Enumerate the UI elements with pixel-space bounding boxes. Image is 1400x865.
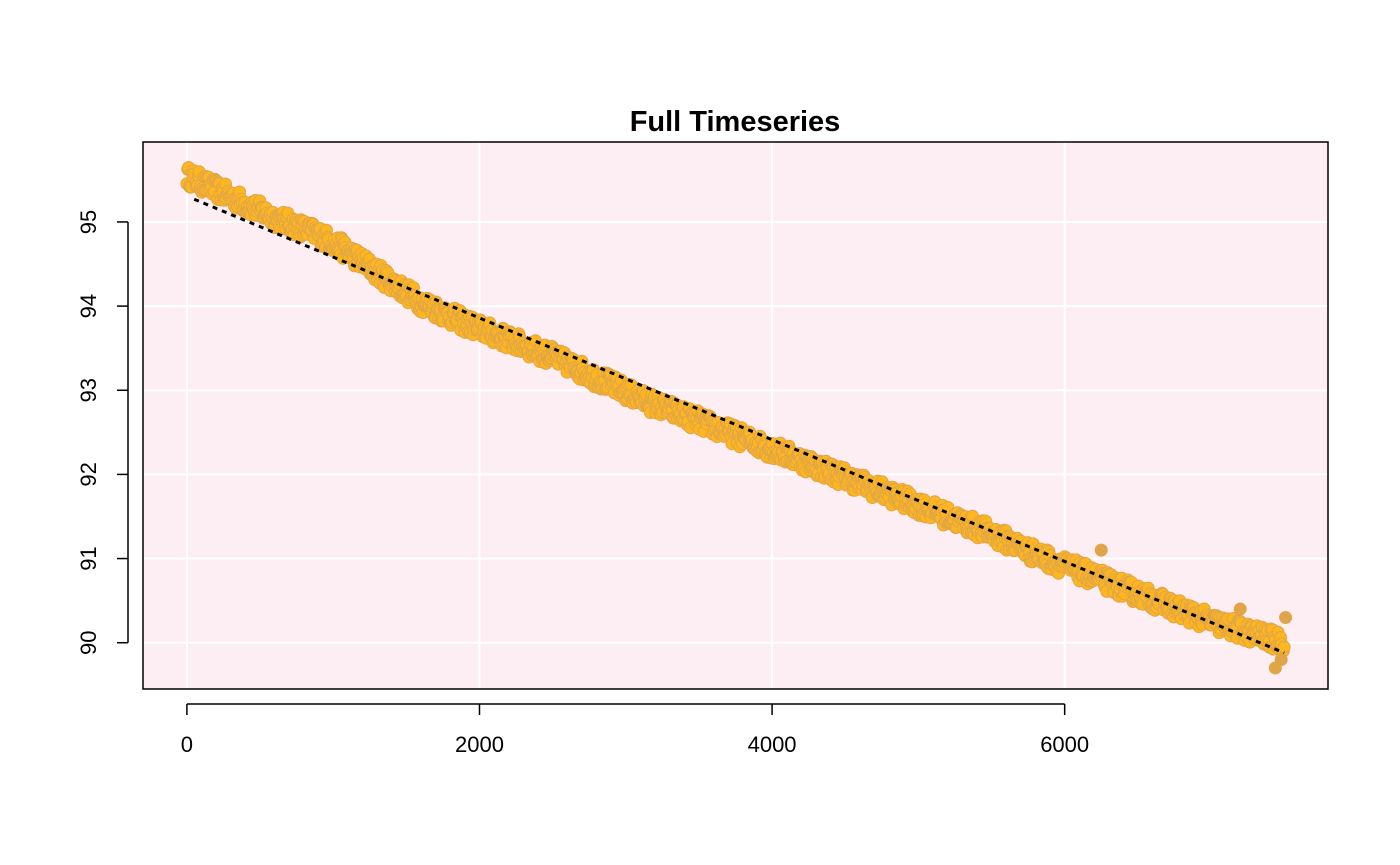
plot-box bbox=[142, 141, 1329, 690]
y-tick-label: 94 bbox=[76, 294, 101, 318]
axes: 0 2000 4000 6000 90 91 92 93 94 95 bbox=[76, 210, 1089, 757]
y-tick-label: 92 bbox=[76, 462, 101, 486]
y-tick-label: 95 bbox=[76, 210, 101, 234]
y-tick-label: 91 bbox=[76, 546, 101, 570]
x-tick-label: 0 bbox=[181, 732, 193, 757]
x-tick-label: 2000 bbox=[455, 732, 504, 757]
grid-lines bbox=[143, 142, 1328, 689]
trend-line bbox=[193, 197, 1285, 655]
y-tick-label: 90 bbox=[76, 630, 101, 654]
y-tick-label: 93 bbox=[76, 378, 101, 402]
data-point bbox=[1277, 640, 1291, 654]
data-point bbox=[1233, 602, 1247, 616]
data-point bbox=[1094, 543, 1108, 557]
data-point bbox=[1279, 610, 1293, 624]
x-tick-label: 4000 bbox=[748, 732, 797, 757]
data-point bbox=[1274, 653, 1288, 667]
chart-title: Full Timeseries bbox=[630, 106, 841, 138]
x-tick-label: 6000 bbox=[1040, 732, 1089, 757]
